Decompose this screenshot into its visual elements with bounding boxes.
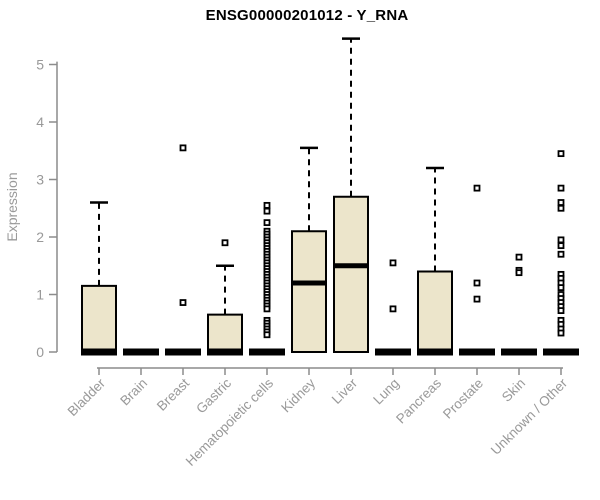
outlier-point [179, 299, 187, 306]
box-prostate [459, 184, 495, 356]
median-line [81, 348, 117, 356]
outlier-point [557, 199, 565, 206]
x-tick-label-bladder: Bladder [65, 375, 109, 419]
y-tick-label: 2 [36, 229, 44, 245]
y-tick-label: 3 [36, 172, 44, 188]
outlier-point [557, 150, 565, 158]
x-tick-label-skin: Skin [499, 376, 528, 405]
outlier-point [473, 184, 481, 192]
outlier-point [473, 279, 481, 287]
box-gastric [207, 239, 243, 356]
box-body [417, 270, 453, 353]
x-tick-label-prostate: Prostate [440, 376, 486, 422]
box-skin [501, 253, 537, 356]
outlier-point [263, 331, 271, 339]
median-line [123, 348, 159, 356]
median-line [292, 280, 326, 286]
outlier-point [557, 184, 565, 192]
outlier-point [557, 250, 565, 258]
box-liver [333, 37, 369, 353]
box-kidney [291, 146, 327, 353]
box-pancreas [417, 166, 453, 356]
x-tick-label-breast: Breast [154, 375, 192, 413]
outlier-point [263, 201, 271, 209]
box-body [207, 313, 243, 353]
median-line [165, 348, 201, 356]
x-tick-label-gastric: Gastric [193, 375, 234, 416]
chart-title: ENSG00000201012 - Y_RNA [205, 7, 409, 24]
box-unknown-other [543, 150, 579, 356]
x-tick-label-liver: Liver [329, 375, 361, 407]
outlier-point [557, 242, 565, 250]
x-tick-label-pancreas: Pancreas [393, 375, 444, 426]
outlier-point [263, 219, 271, 227]
y-tick-label: 1 [36, 287, 44, 303]
median-line [375, 348, 411, 356]
box-body [333, 195, 369, 353]
outlier-point [221, 239, 229, 247]
box-lung [375, 259, 411, 356]
median-line [207, 348, 243, 356]
y-tick-label: 4 [36, 114, 44, 130]
outlier-point [557, 307, 565, 315]
y-tick-label: 5 [36, 57, 44, 73]
outlier-point [557, 236, 565, 244]
box-hematopoietic-cells [249, 201, 285, 356]
median-line [417, 348, 453, 356]
median-line [501, 348, 537, 356]
y-axis: 0 1 2 3 4 5 [36, 57, 58, 360]
median-line [249, 348, 285, 356]
outlier-point [557, 329, 565, 337]
y-tick-label: 0 [36, 344, 44, 360]
median-line [334, 263, 368, 269]
box-body [291, 230, 327, 353]
outlier-point [557, 284, 565, 292]
box-bladder [81, 201, 117, 356]
median-line [459, 348, 495, 356]
outlier-point [263, 207, 271, 215]
outlier-point [473, 295, 481, 303]
box-body [81, 284, 117, 353]
x-tick-label-lung: Lung [370, 376, 402, 408]
outlier-point [557, 204, 565, 212]
outlier-point [515, 253, 523, 261]
outlier-point [515, 269, 523, 277]
x-tick-label-brain: Brain [117, 376, 150, 409]
box-brain [123, 348, 159, 356]
outlier-point [389, 259, 397, 267]
x-tick-label-kidney: Kidney [278, 375, 318, 415]
box-breast [165, 144, 201, 356]
outlier-point [263, 305, 271, 313]
outlier-point [179, 144, 187, 152]
median-line [543, 348, 579, 356]
outlier-point [389, 305, 397, 313]
x-tick-label-unknown-other: Unknown / Other [488, 375, 571, 458]
